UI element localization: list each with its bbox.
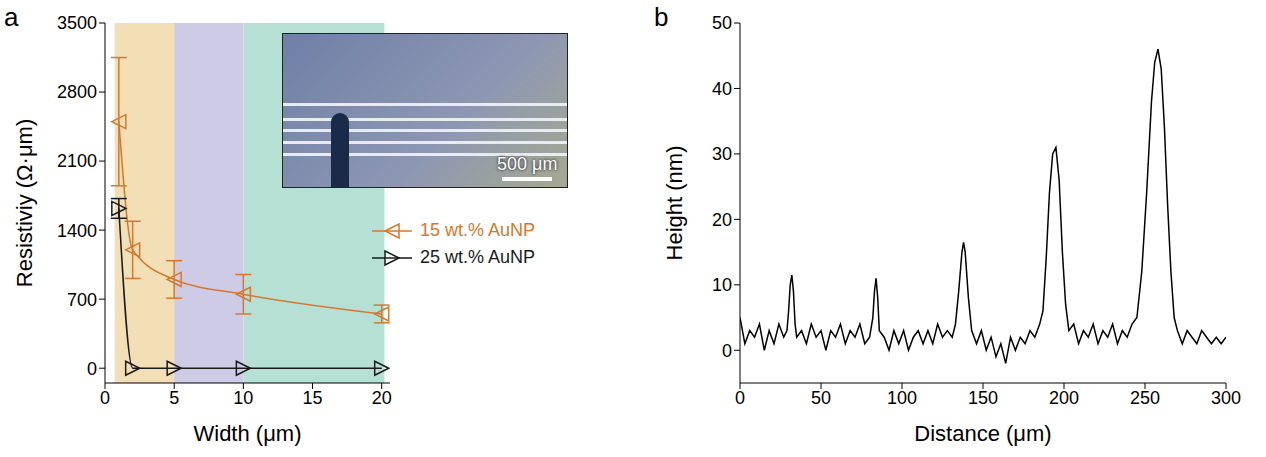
svg-text:Height (nm): Height (nm) <box>662 146 687 261</box>
html-text:15 wt.% AuNP: 15 wt.% AuNP <box>420 220 536 241</box>
svg-text:0: 0 <box>722 341 732 361</box>
svg-text:0: 0 <box>735 388 745 408</box>
svg-text:20: 20 <box>372 388 392 408</box>
svg-text:Width (μm): Width (μm) <box>193 421 301 446</box>
svg-text:50: 50 <box>712 13 732 33</box>
svg-text:15: 15 <box>303 388 323 408</box>
svg-text:250: 250 <box>1130 388 1160 408</box>
svg-text:0: 0 <box>100 388 110 408</box>
svg-text:0: 0 <box>87 359 97 379</box>
svg-text:20: 20 <box>712 210 732 230</box>
html-text:25 wt.% AuNP: 25 wt.% AuNP <box>420 247 536 268</box>
svg-text:300: 300 <box>1211 388 1241 408</box>
svg-text:30: 30 <box>712 144 732 164</box>
svg-text:3500: 3500 <box>57 13 97 33</box>
svg-text:40: 40 <box>712 79 732 99</box>
svg-text:700: 700 <box>67 290 97 310</box>
svg-text:Resistiviy (Ω·μm): Resistiviy (Ω·μm) <box>12 119 37 287</box>
html-text:500 μm: 500 μm <box>497 153 558 174</box>
svg-text:150: 150 <box>968 388 998 408</box>
svg-text:10: 10 <box>712 275 732 295</box>
svg-text:5: 5 <box>169 388 179 408</box>
svg-text:2800: 2800 <box>57 82 97 102</box>
html-text:b: b <box>654 2 669 32</box>
svg-text:50: 50 <box>811 388 831 408</box>
svg-text:Distance (μm): Distance (μm) <box>914 421 1051 446</box>
svg-text:200: 200 <box>1049 388 1079 408</box>
svg-text:100: 100 <box>887 388 917 408</box>
svg-text:1400: 1400 <box>57 221 97 241</box>
svg-text:10: 10 <box>233 388 253 408</box>
svg-text:2100: 2100 <box>57 151 97 171</box>
html-text:a: a <box>4 2 19 32</box>
